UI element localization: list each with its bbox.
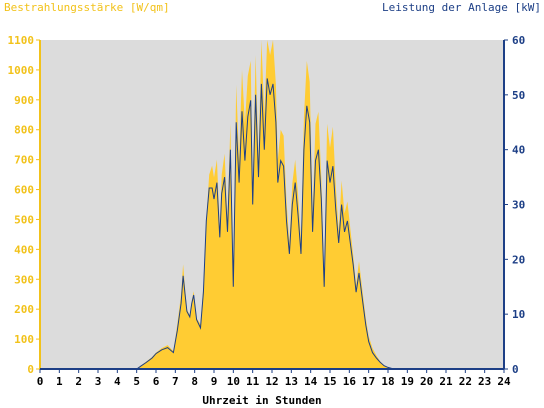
- right-axis-tick-label: 60: [512, 34, 525, 47]
- right-axis-tick-label: 0: [512, 363, 519, 376]
- left-axis-tick-label: 100: [14, 333, 34, 346]
- x-axis-tick-label: 15: [323, 375, 336, 388]
- x-axis-tick-label: 9: [211, 375, 218, 388]
- x-axis-tick-label: 7: [172, 375, 179, 388]
- x-axis-tick-label: 19: [401, 375, 414, 388]
- x-axis-tick-label: 11: [246, 375, 260, 388]
- left-axis-tick-label: 800: [14, 124, 34, 137]
- x-axis-tick-label: 0: [37, 375, 44, 388]
- x-axis-ticks: 0 1 2 3 4 5 6 7 8 9 10 11 12 13 14 15 16 17 18 19 20 21 22 23 24: [37, 369, 511, 388]
- series-layer: [40, 40, 504, 370]
- x-axis-tick-label: 21: [439, 375, 453, 388]
- x-axis-tick-label: 13: [285, 375, 298, 388]
- x-axis-tick-label: 23: [478, 375, 491, 388]
- left-axis-tick-label: 0: [27, 363, 34, 376]
- x-axis-tick-label: 10: [227, 375, 240, 388]
- x-axis-tick-label: 4: [114, 375, 121, 388]
- x-axis-tick-label: 5: [133, 375, 140, 388]
- left-axis-tick-label: 1000: [8, 64, 35, 77]
- x-axis-tick-label: 14: [304, 375, 318, 388]
- left-axis-tick-label: 1100: [8, 34, 35, 47]
- left-axis-tick-label: 500: [14, 213, 34, 226]
- x-axis-tick-label: 17: [362, 375, 375, 388]
- x-axis-tick-label: 6: [153, 375, 160, 388]
- right-axis-title: Leistung der Anlage [kW]: [382, 1, 541, 14]
- left-axis-ticks: 0 100 200 300 400 500 600 700 800 900 1000 1100: [8, 34, 40, 376]
- x-axis-tick-label: 24: [497, 375, 511, 388]
- x-axis-title: Uhrzeit in Stunden: [202, 394, 321, 407]
- power-line: [40, 78, 504, 370]
- right-axis-tick-label: 50: [512, 89, 525, 102]
- left-axis-tick-label: 700: [14, 154, 34, 167]
- x-axis-tick-label: 3: [95, 375, 102, 388]
- x-axis-tick-label: 22: [459, 375, 472, 388]
- right-axis-ticks: 0 10 20 30 40 50 60: [504, 34, 525, 376]
- right-axis-tick-label: 20: [512, 253, 525, 266]
- left-axis-tick-label: 600: [14, 184, 34, 197]
- left-axis-title: Bestrahlungsstärke [W/qm]: [4, 1, 170, 14]
- x-axis-tick-label: 8: [191, 375, 198, 388]
- right-axis-tick-label: 30: [512, 199, 525, 212]
- x-axis-tick-label: 20: [420, 375, 433, 388]
- x-axis-tick-label: 1: [56, 375, 63, 388]
- x-axis-tick-label: 18: [381, 375, 394, 388]
- left-axis-tick-label: 900: [14, 94, 34, 107]
- irradiance-area: [40, 40, 504, 369]
- right-axis-tick-label: 10: [512, 308, 525, 321]
- left-axis-tick-label: 300: [14, 273, 34, 286]
- left-axis-tick-label: 400: [14, 243, 34, 256]
- left-axis-tick-label: 200: [14, 303, 34, 316]
- x-axis-tick-label: 16: [343, 375, 357, 388]
- right-axis-tick-label: 40: [512, 144, 525, 157]
- x-axis-tick-label: 2: [75, 375, 82, 388]
- x-axis-tick-label: 12: [265, 375, 278, 388]
